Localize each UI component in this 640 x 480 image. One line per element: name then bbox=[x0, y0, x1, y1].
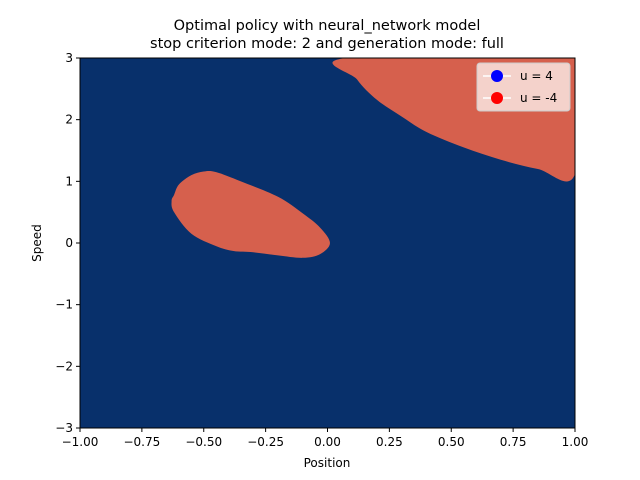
x-axis-label: Position bbox=[304, 456, 351, 470]
y-axis: −3 −2 −1 0 1 2 3 bbox=[55, 51, 80, 435]
y-tick-label: 3 bbox=[65, 51, 73, 65]
x-tick-label: 0.00 bbox=[314, 435, 341, 449]
chart-subtitle: stop criterion mode: 2 and generation mo… bbox=[150, 36, 504, 52]
policy-region-u-neg bbox=[171, 170, 330, 258]
x-tick-label: 1.00 bbox=[562, 435, 589, 449]
legend-marker-u-pos bbox=[491, 70, 503, 82]
x-tick-label: 0.75 bbox=[500, 435, 527, 449]
legend-marker-u-neg bbox=[491, 92, 503, 104]
y-tick-label: 2 bbox=[65, 113, 73, 127]
y-tick-label: 0 bbox=[65, 236, 73, 250]
x-tick-label: −0.25 bbox=[247, 435, 284, 449]
legend-label-u-pos: u = 4 bbox=[520, 69, 553, 83]
legend-label-u-neg: u = -4 bbox=[520, 91, 557, 105]
x-tick-label: −0.75 bbox=[123, 435, 160, 449]
y-axis-label: Speed bbox=[30, 224, 44, 262]
x-tick-label: 0.50 bbox=[438, 435, 465, 449]
legend: u = 4 u = -4 bbox=[476, 62, 571, 112]
x-tick-label: −0.50 bbox=[185, 435, 222, 449]
y-tick-label: −1 bbox=[55, 298, 73, 312]
y-tick-label: 1 bbox=[65, 174, 73, 188]
x-tick-label: −1.00 bbox=[62, 435, 99, 449]
y-tick-label: −2 bbox=[55, 359, 73, 373]
x-axis: −1.00 −0.75 −0.50 −0.25 0.00 0.25 0.50 0.75 1.00 bbox=[62, 428, 589, 449]
chart-title: Optimal policy with neural_network model bbox=[174, 18, 481, 34]
x-tick-label: 0.25 bbox=[376, 435, 403, 449]
y-tick-label: −3 bbox=[55, 421, 73, 435]
